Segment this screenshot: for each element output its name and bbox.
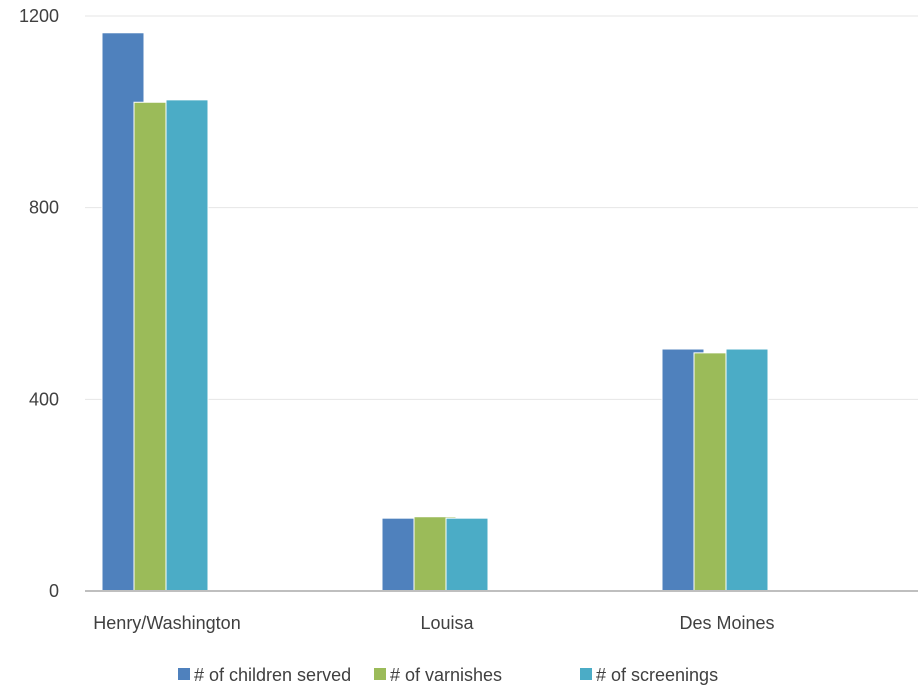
legend-label: # of screenings (596, 665, 718, 685)
bar-des-moines-series-2 (725, 348, 769, 592)
gridlines (85, 15, 918, 400)
legend-item: # of varnishes (374, 665, 502, 685)
y-axis-tick-labels: 0 400 800 1200 (19, 6, 59, 601)
legend-item: # of screenings (580, 665, 718, 685)
legend-label: # of varnishes (390, 665, 502, 685)
y-tick-label: 400 (29, 389, 59, 409)
legend-item: # of children served (178, 665, 351, 685)
legend-swatch (580, 668, 592, 680)
y-tick-label: 1200 (19, 6, 59, 26)
x-tick-label: Henry/Washington (93, 613, 240, 633)
x-tick-label: Des Moines (679, 613, 774, 633)
x-tick-label: Louisa (420, 613, 474, 633)
y-tick-label: 0 (49, 581, 59, 601)
legend-swatch (178, 668, 190, 680)
legend: # of children served # of varnishes # of s… (178, 665, 718, 685)
x-axis-tick-labels: Henry/Washington Louisa Des Moines (93, 613, 774, 633)
y-tick-label: 800 (29, 198, 59, 218)
legend-label: # of children served (194, 665, 351, 685)
bars (101, 32, 769, 592)
bar-louisa-series-2 (445, 517, 489, 592)
legend-swatch (374, 668, 386, 680)
bar-henry-washington-series-2 (165, 99, 209, 592)
